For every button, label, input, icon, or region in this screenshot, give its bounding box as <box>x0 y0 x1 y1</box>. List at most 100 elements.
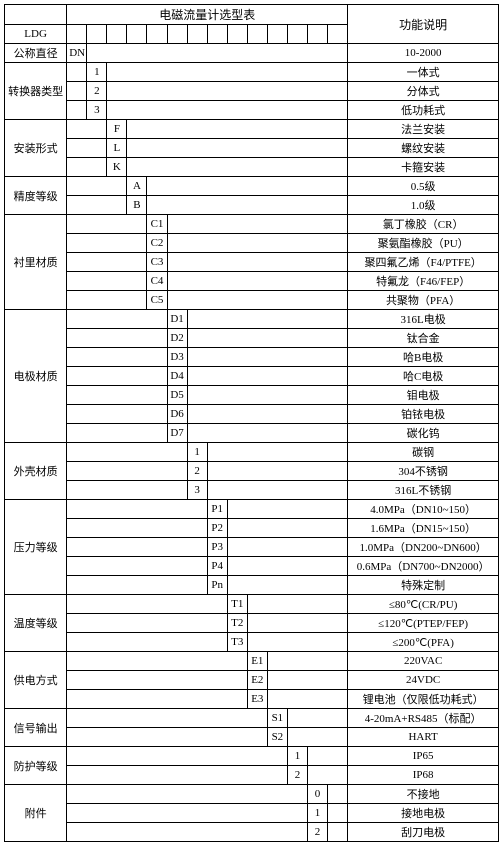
option-desc: 316L不锈钢 <box>348 481 499 500</box>
option-code: E3 <box>247 690 267 709</box>
option-desc: 钼电极 <box>348 386 499 405</box>
option-desc: 哈B电极 <box>348 348 499 367</box>
option-desc: 低功耗式 <box>348 101 499 120</box>
option-code: DN <box>67 44 87 63</box>
option-code: C2 <box>147 234 167 253</box>
option-code: D4 <box>167 367 187 386</box>
option-code: S1 <box>267 709 287 728</box>
option-desc: 1.0MPa（DN200~DN600） <box>348 538 499 557</box>
option-desc: IP65 <box>348 747 499 766</box>
option-desc: 0.5级 <box>348 177 499 196</box>
option-code: B <box>127 196 147 215</box>
option-code: D3 <box>167 348 187 367</box>
option-desc: HART <box>348 728 499 747</box>
code-box <box>107 25 127 44</box>
code-box <box>127 25 147 44</box>
option-desc: 卡箍安装 <box>348 158 499 177</box>
table-title: 电磁流量计选型表 <box>67 5 348 25</box>
option-code: 3 <box>187 481 207 500</box>
option-desc: 1.6MPa（DN15~150） <box>348 519 499 538</box>
code-box <box>67 25 87 44</box>
option-code: 1 <box>307 804 327 823</box>
row-label: 安装形式 <box>5 120 67 177</box>
code-box <box>247 25 267 44</box>
option-desc: 刮刀电极 <box>348 823 499 842</box>
option-desc: 碳钢 <box>348 443 499 462</box>
option-code: D2 <box>167 329 187 348</box>
option-desc: 接地电极 <box>348 804 499 823</box>
option-desc: 4-20mA+RS485（标配） <box>348 709 499 728</box>
option-desc: 特氟龙（F46/FEP） <box>348 272 499 291</box>
row-label: 防护等级 <box>5 747 67 785</box>
option-code: C3 <box>147 253 167 272</box>
option-code: D6 <box>167 405 187 424</box>
option-code: 1 <box>187 443 207 462</box>
option-desc: 一体式 <box>348 63 499 82</box>
option-desc: 螺纹安装 <box>348 139 499 158</box>
option-desc: 碳化钨 <box>348 424 499 443</box>
code-box <box>328 25 348 44</box>
row-label: 转换器类型 <box>5 63 67 120</box>
option-desc: 特殊定制 <box>348 576 499 595</box>
option-code: D7 <box>167 424 187 443</box>
option-desc: 0.6MPa（DN700~DN2000） <box>348 557 499 576</box>
option-code: T2 <box>227 614 247 633</box>
code-box <box>147 25 167 44</box>
option-code: A <box>127 177 147 196</box>
option-code: Pn <box>207 576 227 595</box>
option-code: 1 <box>287 747 307 766</box>
option-desc: 氯丁橡胶（CR） <box>348 215 499 234</box>
row-label: 精度等级 <box>5 177 67 215</box>
option-desc: 钛合金 <box>348 329 499 348</box>
option-code: T1 <box>227 595 247 614</box>
option-code: P1 <box>207 500 227 519</box>
root-code: LDG <box>5 25 67 44</box>
option-desc: 316L电极 <box>348 310 499 329</box>
option-desc: 锂电池（仅限低功耗式） <box>348 690 499 709</box>
option-desc: 220VAC <box>348 652 499 671</box>
option-desc: 哈C电极 <box>348 367 499 386</box>
option-desc: 24VDC <box>348 671 499 690</box>
row-label: 公称直径 <box>5 44 67 63</box>
option-code: 2 <box>287 766 307 785</box>
option-code: 2 <box>187 462 207 481</box>
option-code: F <box>107 120 127 139</box>
option-desc: 分体式 <box>348 82 499 101</box>
option-code: 1 <box>87 63 107 82</box>
row-label: 供电方式 <box>5 652 67 709</box>
option-code: C5 <box>147 291 167 310</box>
option-desc: 铂铱电极 <box>348 405 499 424</box>
code-box <box>187 25 207 44</box>
selection-table: 电磁流量计选型表功能说明LDG公称直径DN10-2000转换器类型1一体式2分体… <box>4 4 499 842</box>
row-label: 电极材质 <box>5 310 67 443</box>
code-box <box>287 25 307 44</box>
option-desc: IP68 <box>348 766 499 785</box>
code-box <box>307 25 327 44</box>
option-code: S2 <box>267 728 287 747</box>
option-desc: 4.0MPa（DN10~150） <box>348 500 499 519</box>
option-desc: 聚四氟乙烯（F4/PTFE） <box>348 253 499 272</box>
option-code: 0 <box>307 785 327 804</box>
option-code: 3 <box>87 101 107 120</box>
option-code: D1 <box>167 310 187 329</box>
option-desc: ≤120℃(PTEP/FEP) <box>348 614 499 633</box>
option-desc: ≤80℃(CR/PU) <box>348 595 499 614</box>
option-code: D5 <box>167 386 187 405</box>
option-desc: 304不锈钢 <box>348 462 499 481</box>
option-code: P3 <box>207 538 227 557</box>
option-desc: ≤200℃(PFA) <box>348 633 499 652</box>
code-box <box>167 25 187 44</box>
option-code: T3 <box>227 633 247 652</box>
option-code: 2 <box>87 82 107 101</box>
code-box <box>227 25 247 44</box>
row-label: 压力等级 <box>5 500 67 595</box>
option-code: K <box>107 158 127 177</box>
function-header: 功能说明 <box>348 5 499 44</box>
option-desc: 聚氨酯橡胶（PU） <box>348 234 499 253</box>
option-code: E1 <box>247 652 267 671</box>
option-desc: 法兰安装 <box>348 120 499 139</box>
code-box <box>267 25 287 44</box>
row-label: 衬里材质 <box>5 215 67 310</box>
code-box <box>87 25 107 44</box>
row-label: 温度等级 <box>5 595 67 652</box>
